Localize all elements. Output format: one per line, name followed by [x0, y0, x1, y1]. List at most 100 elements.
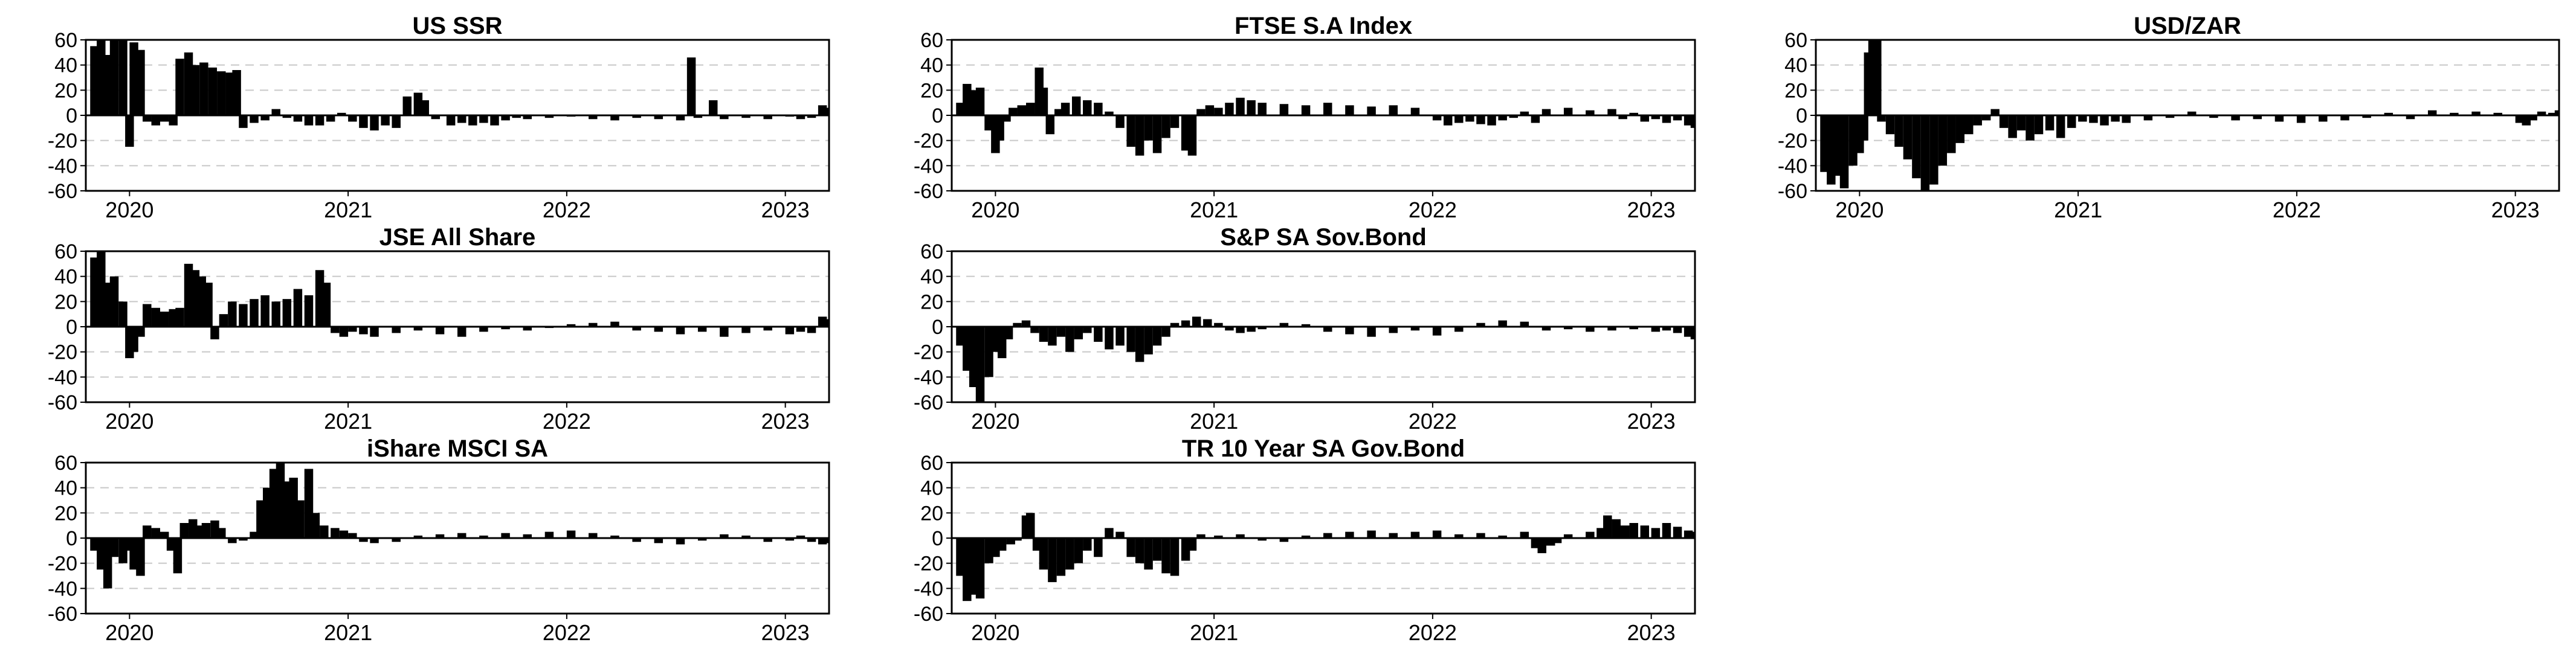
data-bar — [1056, 538, 1066, 576]
plot-frame — [951, 461, 1696, 615]
data-bar — [1629, 327, 1638, 330]
data-bar — [228, 538, 237, 544]
data-bar — [1612, 519, 1621, 538]
y-tick-label: 40 — [920, 54, 943, 77]
data-bar — [1640, 115, 1650, 122]
data-bar — [293, 115, 303, 122]
data-bar — [512, 115, 521, 118]
plot-frame — [1815, 39, 2560, 192]
data-bar — [2554, 110, 2559, 115]
data-bar — [2078, 115, 2087, 122]
y-tick-label: 60 — [54, 240, 77, 263]
data-bar — [370, 538, 379, 544]
chart-title: JSE All Share — [379, 224, 536, 251]
data-bar — [1345, 105, 1354, 115]
y-tick-label: -40 — [48, 577, 77, 600]
data-bar — [785, 538, 795, 541]
data-bar — [109, 538, 119, 557]
data-bar — [1537, 538, 1546, 553]
data-bar — [1432, 115, 1442, 121]
data-bar — [1152, 538, 1162, 561]
data-bar — [2209, 115, 2218, 118]
x-tick-label: 2023 — [1627, 409, 1676, 434]
data-bar — [1487, 115, 1496, 126]
data-bar — [311, 513, 320, 538]
x-tick-label: 2022 — [543, 409, 591, 434]
data-bar — [2537, 111, 2546, 115]
data-bar — [2471, 111, 2481, 115]
data-bar — [1651, 327, 1661, 332]
data-bar — [2548, 112, 2557, 115]
data-bar — [1662, 523, 1671, 538]
y-tick-label: -20 — [48, 130, 77, 153]
data-bar — [217, 528, 226, 538]
y-tick-label: 0 — [66, 104, 77, 127]
data-bar — [175, 307, 184, 327]
data-bar — [1026, 103, 1035, 115]
data-bar — [370, 327, 379, 337]
data-bar — [129, 42, 138, 115]
data-bar — [1498, 115, 1507, 121]
y-tick-label: 40 — [920, 477, 943, 500]
data-bar — [2026, 115, 2035, 141]
y-tick-label: -60 — [1778, 180, 1807, 203]
plot-frame — [85, 39, 830, 192]
x-tick-label: 2022 — [543, 197, 591, 222]
chart-title: FTSE S.A Index — [1235, 13, 1412, 39]
data-bar — [2406, 115, 2415, 120]
data-bar — [632, 538, 641, 542]
data-bar — [129, 327, 138, 352]
data-bar — [1520, 321, 1529, 327]
y-tick-label: -20 — [914, 553, 943, 576]
data-bar — [1039, 327, 1048, 342]
data-bar — [785, 327, 795, 335]
data-bar — [337, 112, 346, 115]
data-bar — [1389, 533, 1398, 538]
y-tick-label: -20 — [914, 341, 943, 364]
data-bar — [1225, 327, 1234, 331]
data-bar — [523, 115, 532, 120]
data-bar — [984, 538, 993, 563]
x-tick-label: 2022 — [2273, 197, 2321, 222]
data-bar — [232, 70, 241, 115]
data-bar — [331, 327, 340, 333]
data-bar — [457, 327, 466, 337]
data-bar — [807, 327, 816, 333]
data-bar — [136, 538, 145, 576]
data-bar — [1367, 530, 1376, 538]
x-tick-label: 2021 — [324, 620, 372, 645]
data-bar — [1673, 527, 1682, 538]
data-bar — [321, 283, 331, 327]
chart-title: USD/ZAR — [2134, 13, 2241, 39]
x-tick-label: 2021 — [1190, 620, 1238, 645]
data-bar — [741, 535, 751, 538]
data-bar — [1065, 327, 1074, 352]
data-bar — [697, 327, 707, 332]
data-bar — [1004, 327, 1013, 339]
data-bar — [796, 115, 805, 120]
data-bar — [295, 500, 305, 538]
data-bar — [1135, 538, 1144, 563]
data-bar — [1236, 97, 1245, 115]
data-bar — [589, 115, 598, 120]
data-bar — [90, 46, 99, 115]
y-tick-label: 20 — [54, 79, 77, 102]
data-bar — [339, 327, 349, 337]
plot-frame — [951, 39, 1696, 192]
y-tick-label: -60 — [914, 180, 943, 203]
data-bar — [1873, 40, 1882, 115]
data-bar — [1586, 110, 1595, 115]
data-bar — [151, 115, 160, 126]
data-bar — [1279, 322, 1289, 327]
data-bar — [219, 314, 228, 327]
data-bar — [1048, 327, 1057, 346]
data-bar — [1115, 327, 1125, 346]
data-bar — [763, 327, 772, 331]
data-bar — [2253, 115, 2262, 120]
data-bar — [304, 115, 314, 126]
data-bar — [1105, 528, 1114, 538]
data-bar — [1603, 515, 1612, 538]
